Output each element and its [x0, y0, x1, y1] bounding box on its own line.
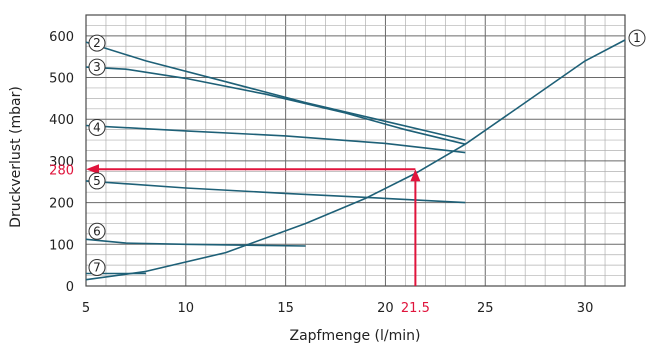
series-line-4	[85, 124, 466, 154]
y-tick-label: 100	[49, 238, 74, 253]
y-tick-label: 200	[49, 197, 74, 212]
x-tick-label: 5	[82, 301, 90, 316]
curve-label-number: 4	[93, 120, 101, 134]
curve-label-number: 7	[93, 260, 101, 274]
curve-label-5: 5	[88, 172, 106, 190]
curve-label-7: 7	[88, 258, 106, 276]
grid	[85, 14, 626, 287]
reading-flow-label: 21.5	[401, 301, 430, 316]
y-tick-label: 400	[49, 113, 74, 128]
y-tick-label: 500	[49, 72, 74, 87]
reading-arrowhead-left	[86, 164, 99, 175]
y-tick-label: 600	[49, 30, 74, 45]
x-tick-label: 15	[277, 301, 294, 316]
y-tick-label: 300	[49, 155, 74, 170]
curve-label-circle	[88, 118, 106, 136]
series-line-3	[85, 66, 466, 145]
curve-label-number: 6	[93, 224, 101, 238]
series-line-6	[85, 238, 306, 247]
curve-label-number: 2	[93, 36, 101, 50]
x-tick-label: 25	[477, 301, 494, 316]
curve-label-number: 1	[633, 31, 641, 45]
y-axis-title: Druckverlust (mbar)	[8, 86, 24, 228]
curve-label-circle	[88, 258, 106, 276]
x-axis-title: Zapfmenge (l/min)	[290, 328, 421, 344]
y-tick-label: 0	[66, 280, 74, 295]
curve-label-circle	[88, 34, 106, 52]
reading-value-label: 280	[49, 163, 74, 178]
annotation-lines	[86, 164, 421, 286]
series-line-5	[85, 180, 466, 204]
curve-label-circle	[88, 222, 106, 240]
curve-label-number: 5	[93, 174, 101, 188]
curve-label-4: 4	[88, 118, 106, 136]
curve-label-number: 3	[93, 60, 101, 74]
series-line-1	[85, 39, 626, 281]
reading-arrowhead-up	[410, 169, 421, 182]
x-tick-label: 30	[577, 301, 594, 316]
curve-label-3: 3	[88, 58, 106, 76]
curve-label-circle	[88, 58, 106, 76]
series-lines	[85, 39, 626, 281]
curve-label-6: 6	[88, 222, 106, 240]
curve-labels: 1 2 3 4 5 6 7	[88, 29, 646, 276]
curve-label-circle	[628, 29, 646, 47]
curve-label-1: 1	[628, 29, 646, 47]
plot-frame	[85, 14, 626, 287]
curve-label-2: 2	[88, 34, 106, 52]
x-tick-label: 10	[178, 301, 195, 316]
series-line-2	[85, 41, 466, 141]
x-tick-label: 20	[377, 301, 394, 316]
curve-label-circle	[88, 172, 106, 190]
